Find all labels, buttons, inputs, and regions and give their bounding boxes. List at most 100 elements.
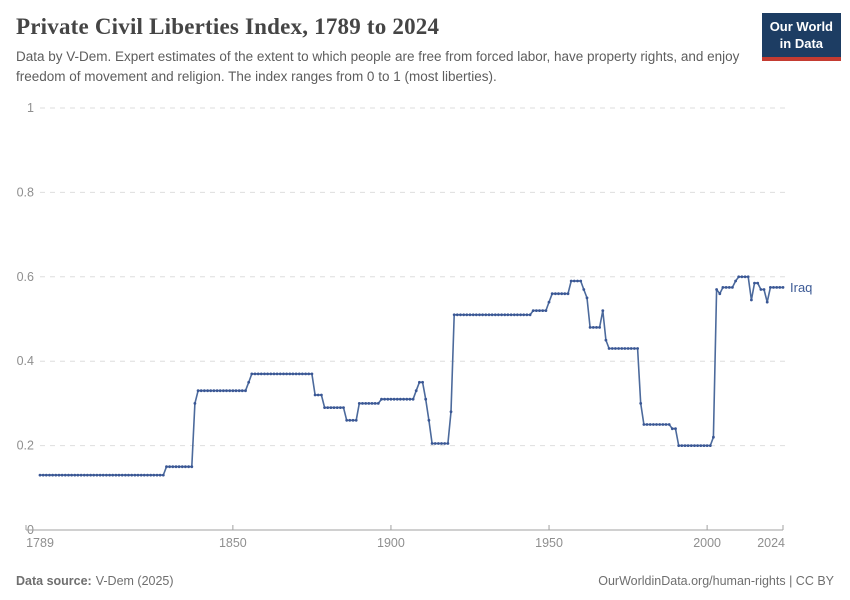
- data-point: [354, 418, 358, 422]
- y-axis-tick-label: 0.8: [17, 185, 34, 199]
- data-point: [278, 372, 282, 376]
- data-point: [642, 423, 646, 426]
- data-point: [648, 423, 652, 426]
- data-point: [658, 423, 662, 426]
- data-point: [443, 442, 447, 445]
- data-point: [209, 389, 213, 393]
- data-point: [174, 465, 178, 469]
- data-point: [73, 473, 77, 477]
- data-point: [753, 281, 756, 285]
- data-point: [357, 402, 361, 405]
- data-point: [617, 347, 620, 350]
- data-point: [712, 435, 715, 439]
- data-point: [702, 444, 706, 447]
- data-point: [70, 473, 73, 477]
- data-point: [54, 473, 58, 477]
- data-point: [541, 309, 545, 312]
- data-point: [225, 389, 228, 393]
- data-point: [82, 473, 86, 477]
- data-point: [731, 286, 734, 289]
- data-point: [196, 389, 200, 393]
- data-point: [677, 444, 681, 447]
- data-point: [180, 465, 184, 469]
- data-point: [769, 286, 772, 289]
- data-point: [468, 313, 472, 317]
- data-point: [244, 389, 247, 393]
- data-point: [699, 444, 703, 447]
- data-point: [282, 372, 285, 376]
- data-point: [506, 313, 510, 317]
- data-point: [535, 309, 538, 312]
- data-point: [304, 372, 307, 376]
- data-point: [256, 372, 260, 376]
- data-point: [588, 326, 592, 329]
- data-point: [566, 292, 570, 296]
- data-point: [237, 389, 241, 393]
- credit-link[interactable]: OurWorldinData.org/human-rights | CC BY: [598, 574, 834, 588]
- data-point: [708, 444, 712, 447]
- data-point: [437, 442, 440, 445]
- data-point: [667, 423, 671, 426]
- data-point: [218, 389, 222, 393]
- data-point: [740, 275, 744, 279]
- data-point: [497, 313, 500, 317]
- data-point: [297, 372, 301, 376]
- data-point: [493, 313, 497, 317]
- y-axis-tick-label: 0.4: [17, 354, 34, 368]
- data-point: [272, 372, 276, 376]
- data-point: [158, 473, 162, 477]
- data-point: [313, 393, 317, 397]
- data-point: [139, 473, 143, 477]
- data-point: [101, 473, 105, 477]
- data-point: [383, 397, 386, 401]
- data-point: [620, 347, 624, 350]
- series-label-iraq[interactable]: Iraq: [790, 280, 812, 295]
- data-point: [222, 389, 225, 393]
- data-point: [79, 473, 83, 477]
- data-point: [105, 473, 108, 477]
- data-point: [332, 406, 336, 409]
- data-point: [184, 465, 187, 469]
- data-point: [339, 406, 342, 409]
- x-axis-tick-label: 2024: [757, 536, 785, 550]
- data-point: [598, 326, 601, 329]
- data-point: [418, 380, 421, 384]
- data-point: [250, 372, 254, 376]
- data-point: [351, 418, 355, 422]
- data-point: [203, 389, 206, 393]
- y-axis-tick-label: 0.2: [17, 439, 34, 453]
- data-point: [715, 288, 718, 291]
- data-point: [253, 372, 257, 376]
- data-point: [750, 298, 753, 302]
- data-point: [361, 402, 364, 405]
- data-point: [294, 372, 298, 376]
- data-point: [626, 347, 630, 350]
- data-point: [405, 397, 409, 401]
- data-point: [490, 313, 494, 317]
- data-point: [579, 279, 583, 283]
- data-point: [408, 397, 412, 401]
- data-point: [329, 406, 333, 409]
- x-axis-tick-label: 1850: [219, 536, 247, 550]
- owid-logo[interactable]: Our World in Data: [761, 13, 841, 61]
- owid-logo-line2: in Data: [779, 35, 824, 51]
- data-point: [376, 402, 380, 405]
- data-point: [582, 288, 586, 291]
- data-point: [433, 442, 437, 445]
- data-point: [756, 281, 760, 285]
- data-point: [604, 338, 608, 342]
- data-point: [478, 313, 481, 317]
- x-axis-tick-label: 1789: [26, 536, 54, 550]
- data-point: [395, 397, 399, 401]
- data-point: [427, 418, 431, 422]
- data-point: [367, 402, 371, 405]
- data-point: [689, 444, 693, 447]
- data-point: [664, 423, 668, 426]
- data-point: [301, 372, 304, 376]
- y-axis-tick-label: 1: [27, 101, 34, 115]
- data-point: [538, 309, 541, 312]
- data-point: [446, 442, 450, 445]
- data-point: [63, 473, 67, 477]
